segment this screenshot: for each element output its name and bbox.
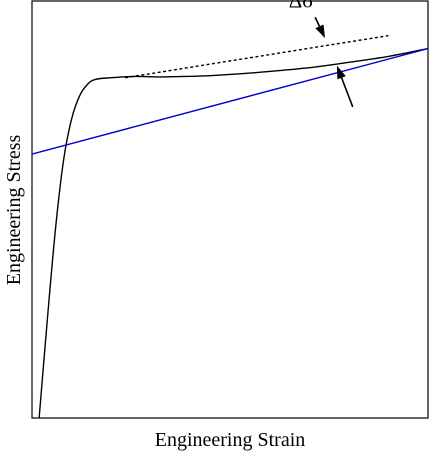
y-axis-label: Engineering Stress [3, 135, 25, 286]
annotation-arrow-shaft-2 [340, 77, 354, 108]
annotation-arrow-head-2 [336, 65, 346, 80]
series-line-1 [38, 47, 428, 418]
series-line-3 [124, 34, 389, 79]
annotation-arrow-shaft-1 [314, 16, 321, 27]
annotation-arrow-head-1 [315, 24, 326, 39]
annotation-label-1: Δσ [289, 0, 314, 12]
series-line-2 [32, 47, 428, 155]
x-axis-label: Engineering Strain [155, 429, 306, 451]
series-layer [32, 34, 428, 418]
annotation-layer: Δσ [289, 0, 354, 108]
plot-frame [31, 0, 429, 419]
